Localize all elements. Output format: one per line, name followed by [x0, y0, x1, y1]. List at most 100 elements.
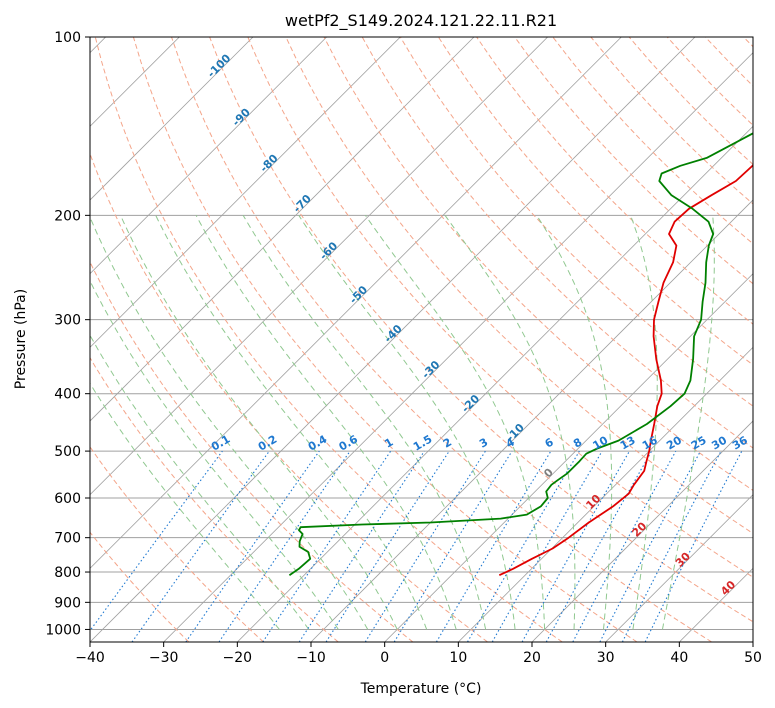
- mixing-ratio-line: [90, 450, 223, 632]
- dry-adiabat-line: [90, 152, 488, 642]
- isotherm-line: [531, 420, 753, 642]
- dry-adiabat-line: [323, 37, 753, 491]
- isotherm-label: -80: [257, 152, 280, 175]
- moist-adiabat-line: [120, 215, 398, 630]
- mixing-ratio-line: [325, 450, 450, 642]
- chart-title: wetPf2_S149.2024.121.22.11.R21: [285, 11, 557, 31]
- mixing-ratio-label: 0.1: [209, 433, 232, 454]
- plot-frame: [89, 36, 754, 643]
- isotherm-line: [90, 37, 401, 348]
- dry-adiabat-line: [704, 37, 753, 87]
- x-tick-label: −30: [149, 650, 179, 666]
- dry-adiabat-line: [209, 37, 753, 623]
- dry-adiabat-line: [90, 446, 264, 642]
- isotherm-label: 10: [583, 492, 603, 512]
- x-tick-label: 30: [597, 650, 615, 666]
- isotherm-line: [90, 37, 622, 569]
- moist-adiabat-line: [90, 279, 339, 630]
- moist-adiabat-line: [90, 382, 280, 630]
- moist-adiabat-line: [536, 215, 613, 630]
- dry-adiabat-line: [285, 37, 753, 535]
- x-tick-label: −20: [223, 650, 253, 666]
- isotherm-line: [90, 37, 327, 275]
- dry-adiabat-line: [552, 37, 753, 245]
- axis-ticks: −40 −30 −20 −10 0 10 20 30 40 5010020030040050060…: [45, 30, 762, 666]
- mixing-ratio-line: [435, 450, 552, 642]
- dry-adiabat-line: [132, 37, 638, 642]
- isotherm-line: [90, 37, 254, 201]
- y-tick-label: 400: [54, 387, 81, 403]
- isotherm-line: [384, 273, 753, 642]
- y-tick-label: 100: [54, 30, 81, 46]
- mixing-ratio-label: 16: [640, 433, 660, 452]
- isotherm-line: [90, 37, 548, 496]
- dry-adiabat-line: [476, 37, 753, 325]
- mixing-ratio-label: 13: [618, 434, 638, 453]
- isotherm-label: -50: [347, 283, 370, 306]
- mixing-ratio-label: 0.6: [337, 432, 361, 453]
- moist-adiabat-line: [630, 215, 658, 630]
- isotherm-label: -20: [459, 392, 482, 415]
- mixing-ratio-line: [545, 450, 653, 642]
- y-tick-label: 800: [54, 565, 81, 581]
- x-tick-label: 40: [670, 650, 688, 666]
- dry-adiabat-line: [247, 37, 753, 578]
- dewpoint-profile-line: [288, 132, 753, 576]
- y-tick-label: 1000: [45, 622, 81, 638]
- mixing-ratio-line: [521, 450, 630, 642]
- moist-adiabat-line: [155, 215, 428, 630]
- mixing-ratio-line: [644, 450, 743, 642]
- dry-adiabat-line: [743, 37, 753, 48]
- mixing-ratio-line: [298, 450, 425, 642]
- moist-adiabat-line: [364, 215, 546, 630]
- mixing-ratio-line: [572, 450, 677, 642]
- dry-adiabat-line: [94, 37, 563, 642]
- isotherm-line: [752, 641, 753, 642]
- mixing-ratio-line: [218, 450, 351, 642]
- mixing-ratio-line: [599, 450, 701, 642]
- isotherm-label: 20: [629, 519, 649, 539]
- background-lines: [90, 37, 753, 642]
- profile-curves: [288, 132, 753, 577]
- mixing-ratio-line: [185, 450, 320, 642]
- dry-adiabat-line: [90, 356, 339, 642]
- mixing-ratio-label: 1: [382, 436, 395, 451]
- x-tick-label: 10: [449, 650, 467, 666]
- isotherm-line: [90, 37, 475, 422]
- mixing-ratio-label: 3: [477, 436, 490, 451]
- moist-adiabat-line: [298, 215, 516, 630]
- isotherm-label: -70: [291, 192, 314, 215]
- mixing-ratio-label: 0.4: [306, 432, 330, 453]
- y-tick-label: 600: [54, 491, 81, 507]
- moist-adiabat-line: [242, 215, 487, 630]
- temperature-profile-line: [498, 163, 753, 577]
- mixing-ratio-label: 0.2: [256, 433, 279, 454]
- isotherm-line: [237, 125, 753, 642]
- y-tick-label: 300: [54, 313, 81, 329]
- isotherm-label: -100: [205, 51, 234, 80]
- mixing-ratio-label: 20: [664, 433, 684, 452]
- isotherm-label: 30: [673, 549, 693, 569]
- x-axis-title: Temperature (°C): [360, 681, 482, 697]
- mixing-ratio-line: [393, 450, 513, 642]
- mixing-ratio-label: 6: [543, 435, 556, 450]
- mixing-ratio-label: 36: [730, 433, 750, 452]
- dry-adiabat-line: [514, 37, 753, 285]
- y-axis-title: Pressure (hPa): [13, 289, 29, 389]
- y-tick-label: 900: [54, 595, 81, 611]
- mixing-ratio-line: [262, 450, 392, 642]
- mixing-ratio-line: [131, 450, 270, 642]
- x-tick-label: −40: [75, 650, 105, 666]
- moist-adiabat-line: [90, 334, 310, 630]
- x-tick-label: 20: [523, 650, 541, 666]
- moist-adiabat-line: [661, 215, 715, 630]
- mixing-ratio-label: 25: [689, 434, 709, 453]
- isotherm-line: [310, 199, 753, 642]
- dry-adiabat-line: [437, 37, 753, 366]
- dry-adiabat-line: [90, 260, 414, 642]
- isotherm-line: [163, 52, 753, 642]
- x-tick-label: 0: [380, 650, 389, 666]
- moist-adiabat-line: [195, 215, 457, 630]
- isotherm-line: [90, 37, 696, 642]
